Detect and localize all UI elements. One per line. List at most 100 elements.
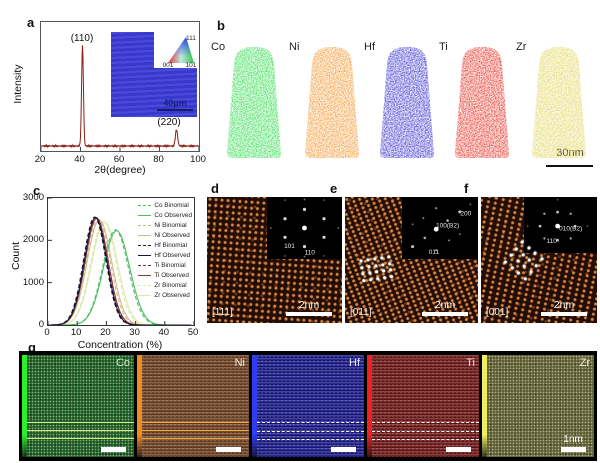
atom-marker-dot (360, 265, 364, 269)
element-label: Ni (234, 357, 245, 369)
atom-marker-dot (382, 275, 387, 279)
fft-spot-label: 110 (305, 250, 316, 257)
legend-line-sample (138, 244, 152, 246)
panel-c-label: c (33, 183, 41, 198)
atom-marker-dot (515, 258, 520, 263)
element-label: Co (115, 357, 130, 369)
zone-axis-label: [001] (486, 307, 509, 318)
atom-column-markers (359, 255, 397, 286)
atom-marker-dot (519, 240, 525, 245)
apt-tip-shape (305, 47, 359, 158)
panel-e-label: e (330, 181, 338, 196)
zone-axis-label: [111] (212, 307, 233, 318)
ipf-111-label: 111 (186, 35, 196, 42)
atom-marker-dot (509, 253, 514, 258)
element-label: Ti (439, 41, 448, 53)
legend-line-sample (138, 224, 152, 226)
element-label: Ni (289, 41, 300, 53)
xrd-trace (41, 45, 199, 151)
legend-item: Zr Observed (138, 291, 192, 301)
concentration-ytick-label: 0 (38, 319, 44, 330)
concentration-xtick-label: 50 (187, 327, 199, 338)
concentration-curves (48, 198, 194, 325)
atom-marker-dot (374, 263, 378, 268)
legend-item: Zr Binomial (138, 281, 192, 291)
eds-map-row: Co Ni Hf Ti Zr 1nm (19, 351, 597, 461)
apt-scalebar (546, 165, 593, 167)
legend-item: Ti Binomial (138, 261, 192, 271)
concentration-x-axis-label: Concentration (%) (77, 339, 163, 351)
xrd-xtick-label: 100 (190, 154, 206, 165)
ipf-triangle-legend: 111 001 101 (154, 32, 197, 69)
legend-item: Ni Observed (138, 230, 192, 240)
atom-marker-dot (527, 257, 532, 262)
curve-ni-observed (50, 219, 192, 325)
zone-axis-label: [011] (350, 307, 372, 318)
legend-item: Hf Binomial (138, 240, 192, 250)
interface-line (142, 429, 249, 431)
legend-line-sample (138, 214, 152, 216)
atom-marker-dot (510, 265, 515, 270)
atom-marker-dot (381, 262, 385, 267)
panel-g-label: g (28, 340, 36, 355)
concentration-ytick-label: 3000 (22, 192, 44, 203)
xrd-xtick-label: 60 (113, 154, 125, 165)
atom-marker-dot (387, 255, 391, 259)
xrd-curve (41, 45, 199, 149)
xrd-peak-label: (220) (157, 117, 181, 128)
apt-tip-shape (380, 47, 434, 158)
eds-scalebar (101, 447, 126, 452)
interface-line (27, 437, 134, 439)
legend-item: Co Observed (138, 210, 192, 220)
stem-scalebar (422, 312, 468, 316)
ipf-001-label: 001 (163, 62, 174, 68)
legend-line-sample (138, 255, 152, 257)
xrd-y-axis-label: Intensity (12, 64, 24, 104)
atom-marker-dot (368, 271, 372, 275)
fft-spot-label: 011 (429, 249, 440, 256)
eds-map-edge-stripe (137, 355, 142, 457)
interface-line (142, 437, 249, 439)
atom-marker-dot (375, 270, 379, 274)
legend-label: Ni Binomial (154, 221, 187, 229)
apt-tip-ni: Ni (288, 36, 366, 170)
atom-marker-dot (522, 264, 527, 269)
atom-marker-dot (359, 259, 363, 263)
atom-marker-dot (367, 264, 371, 268)
fft-inset-d: 101 110 (267, 197, 342, 259)
apt-tip-zr: Zr (515, 36, 593, 170)
atom-marker-dot (387, 261, 392, 266)
eds-scalebar (561, 447, 586, 452)
element-label: Co (211, 41, 226, 53)
atom-marker-dot (362, 278, 366, 282)
eds-scalebar (216, 447, 241, 452)
apt-tip-ti: Ti (438, 36, 516, 170)
legend-label: Co Binomial (154, 201, 189, 209)
interface-line (257, 430, 364, 432)
concentration-ytick-label: 1000 (22, 277, 44, 288)
legend-label: Ti Binomial (154, 262, 186, 270)
legend-line-sample (138, 204, 152, 206)
xrd-plot-area: 111 001 101 40μm (110) (220) (40, 21, 200, 152)
apt-tip-shape (227, 47, 281, 158)
xrd-peak-label: (110) (70, 33, 94, 44)
atom-marker-dot (514, 246, 519, 251)
legend-label: Ti Observed (154, 272, 189, 280)
fft-spot-label: 200 (460, 211, 471, 218)
concentration-xtick-label: 40 (158, 327, 170, 338)
haadf-image-f: 010(B2) 110 [001] 2nm (481, 197, 597, 323)
eds-map-edge-stripe (367, 355, 372, 457)
interface-line (142, 421, 249, 423)
legend-line-sample (138, 285, 152, 287)
interface-line (372, 430, 479, 432)
concentration-xtick-label: 30 (129, 327, 140, 338)
legend-label: Hf Observed (154, 252, 191, 260)
interface-line (257, 422, 364, 424)
eds-map-ni: Ni (137, 355, 249, 457)
apt-tip-shape (455, 47, 509, 158)
legend-label: Hf Binomial (154, 241, 188, 249)
panel-a-label: a (27, 15, 35, 30)
stem-scalebar-label: 2nm (553, 299, 575, 311)
fft-spot-label: 010(B2) (559, 226, 582, 233)
